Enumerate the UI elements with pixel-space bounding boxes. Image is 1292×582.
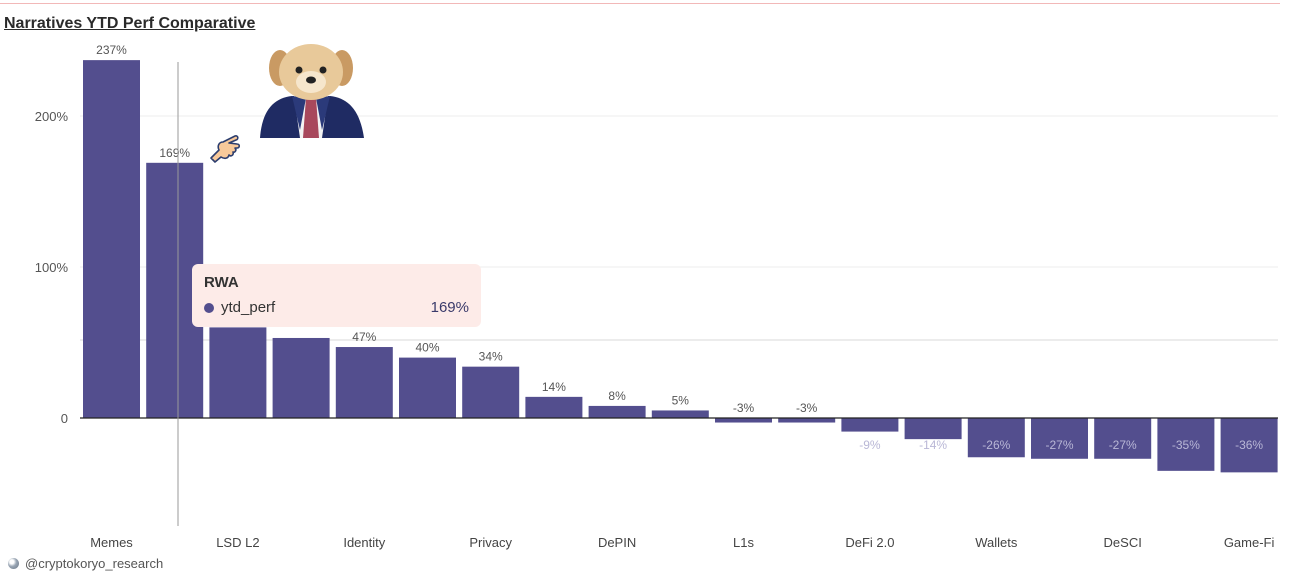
data-label: -9% (859, 438, 881, 452)
bar[interactable] (1094, 418, 1152, 459)
x-tick-label: Memes (90, 535, 133, 550)
bar[interactable] (335, 347, 393, 418)
tooltip-title: RWA (204, 274, 239, 291)
bar[interactable] (588, 405, 646, 418)
tooltip-series-label: ytd_perf (221, 299, 276, 316)
x-tick-label: LSD L2 (216, 535, 259, 550)
bar[interactable] (272, 337, 330, 418)
data-label: -35% (1172, 438, 1200, 452)
dog-in-suit-image (252, 40, 370, 149)
data-label: -14% (919, 438, 947, 452)
bar[interactable] (209, 327, 267, 418)
bar[interactable] (967, 418, 1025, 458)
data-label: -26% (982, 438, 1010, 452)
x-tick-label: DeSCI (1104, 535, 1142, 550)
x-tick-label: Privacy (469, 535, 512, 550)
data-label: 237% (96, 43, 127, 57)
top-border-line (0, 3, 1280, 4)
bar[interactable] (651, 410, 709, 418)
x-tick-label: DePIN (598, 535, 636, 550)
bar[interactable] (1157, 418, 1215, 471)
globe-icon (8, 558, 19, 569)
data-label: 169% (159, 146, 190, 160)
bar[interactable] (83, 60, 140, 418)
x-tick-label: Wallets (975, 535, 1018, 550)
x-tick-label: Identity (343, 535, 385, 550)
bar[interactable] (778, 418, 836, 423)
data-label: 5% (672, 393, 690, 407)
data-label: 8% (608, 389, 626, 403)
data-label: -3% (733, 401, 755, 415)
bar[interactable] (841, 418, 899, 432)
data-label: -3% (796, 401, 818, 415)
credit-text: @cryptokoryo_research (25, 556, 164, 571)
pointing-hand-icon (205, 128, 243, 171)
data-label: 47% (352, 330, 376, 344)
chart-title: Narratives YTD Perf Comparative (4, 15, 256, 32)
data-label: 40% (415, 341, 439, 355)
tooltip-row: ytd_perf 169% (204, 299, 469, 316)
data-label: -27% (1109, 438, 1137, 452)
tooltip-value: 169% (430, 299, 469, 316)
y-tick-label: 200% (35, 109, 69, 124)
bar[interactable] (1031, 418, 1088, 459)
y-tick-label: 0 (61, 411, 68, 426)
data-label: 34% (479, 350, 503, 364)
bar[interactable] (399, 357, 456, 418)
bar[interactable] (904, 418, 962, 440)
data-label: 14% (542, 380, 566, 394)
bar[interactable] (462, 366, 520, 418)
data-label: -27% (1045, 438, 1073, 452)
x-tick-label: Game-Fi (1224, 535, 1275, 550)
data-label: -36% (1235, 438, 1263, 452)
bar[interactable] (715, 418, 772, 423)
series-dot-icon (204, 302, 214, 313)
x-tick-label: DeFi 2.0 (845, 535, 894, 550)
credit: @cryptokoryo_research (8, 556, 163, 571)
bar[interactable] (525, 396, 583, 418)
tooltip: RWA ytd_perf 169% (192, 264, 481, 327)
y-tick-label: 100% (35, 260, 69, 275)
bar[interactable] (1220, 418, 1278, 473)
x-tick-label: L1s (733, 535, 754, 550)
